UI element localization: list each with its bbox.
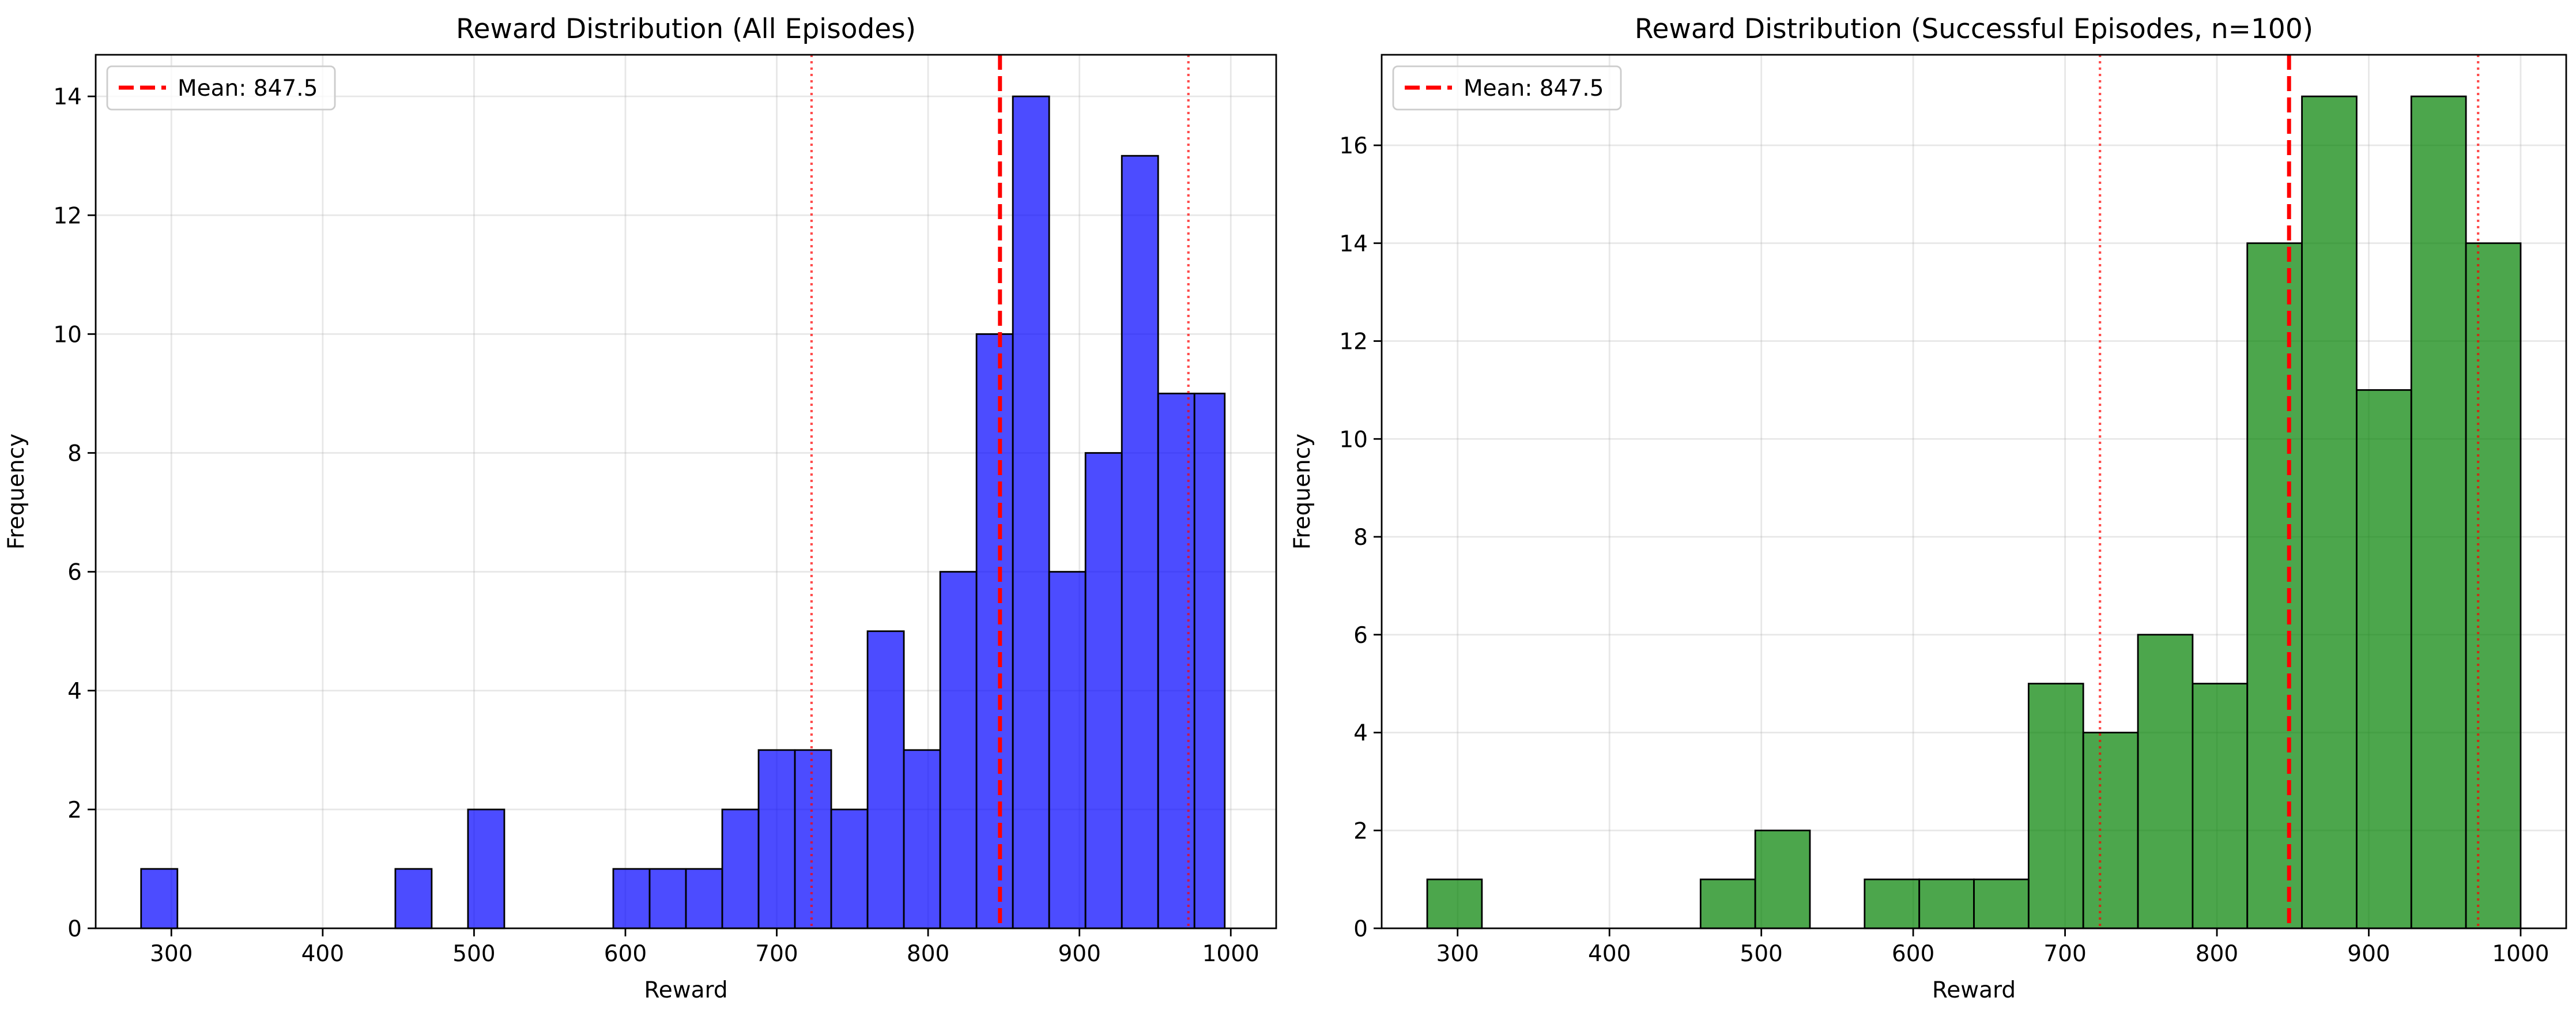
chart-panel-successful-episodes: Reward Distribution (Successful Episodes…: [1289, 13, 2567, 1003]
histogram-bar: [140, 868, 179, 929]
chart-title: Reward Distribution (All Episodes): [456, 13, 916, 45]
histogram-bar: [467, 808, 506, 929]
y-tick-label: 0: [67, 916, 82, 942]
chart-panel-all-episodes: Reward Distribution (All Episodes) Rewar…: [3, 13, 1277, 1003]
histogram-bar: [939, 571, 978, 929]
histogram-bar: [866, 630, 905, 929]
histogram-bar: [648, 868, 687, 929]
x-tick-label: 800: [907, 941, 949, 967]
y-tick-label: 2: [1353, 818, 1368, 844]
bars: [140, 95, 1226, 929]
plot-frame: [1381, 54, 2567, 929]
x-tick-label: 700: [755, 941, 798, 967]
histogram-bar: [975, 333, 1014, 929]
y-tick-label: 12: [53, 203, 82, 229]
x-tick-label: 400: [301, 941, 344, 967]
y-tick-label: 12: [1339, 329, 1368, 355]
histogram-bar: [794, 749, 832, 929]
y-tick-label: 14: [1339, 231, 1368, 257]
histogram-bar: [2082, 732, 2139, 929]
histogram-bar: [2027, 683, 2084, 929]
histogram-bar: [2356, 389, 2412, 929]
y-tick-label: 0: [1353, 916, 1368, 942]
histogram-bar: [2465, 242, 2522, 929]
histogram-bar: [2410, 95, 2467, 929]
x-tick-label: 600: [604, 941, 647, 967]
bars: [1426, 95, 2522, 929]
histogram-bar: [1084, 452, 1123, 929]
x-tick-label: 700: [2043, 941, 2086, 967]
histogram-bar: [1121, 155, 1159, 929]
histogram-bar: [830, 808, 869, 929]
histogram-bar: [1918, 878, 1975, 929]
histogram-bar: [2192, 683, 2249, 929]
x-axis-label: Reward: [644, 977, 727, 1003]
y-tick-label: 10: [53, 322, 82, 348]
grid: [96, 55, 1276, 929]
histogram-bar: [685, 868, 723, 929]
legend-box: [1392, 65, 1622, 111]
x-tick-label: 500: [1740, 941, 1782, 967]
y-tick-label: 6: [67, 560, 82, 586]
histogram-bar: [1012, 95, 1050, 929]
histogram-bar: [2137, 634, 2194, 929]
legend-box: [106, 65, 336, 111]
histogram-bar: [612, 868, 651, 929]
legend: Mean: 847.5: [106, 65, 336, 111]
x-tick-label: 900: [1058, 941, 1100, 967]
histogram-bar: [903, 749, 941, 929]
x-tick-label: 800: [2196, 941, 2238, 967]
y-tick-label: 14: [53, 84, 82, 110]
histogram-bar: [1193, 393, 1226, 929]
y-tick-label: 10: [1339, 427, 1368, 453]
y-tick-label: 4: [1353, 721, 1368, 747]
histogram-bar: [1973, 878, 2030, 929]
histogram-bar: [1426, 878, 1483, 929]
x-tick-label: 900: [2347, 941, 2390, 967]
histogram-bar: [721, 808, 760, 929]
y-tick-label: 8: [1353, 525, 1368, 551]
histogram-bar: [757, 749, 796, 929]
plot-frame: [95, 54, 1277, 929]
histogram-bar: [1754, 829, 1811, 929]
histogram-bar: [1048, 571, 1087, 929]
y-axis-label: Frequency: [3, 434, 29, 549]
x-tick-label: 400: [1588, 941, 1631, 967]
histogram-bar: [394, 868, 433, 929]
y-tick-label: 4: [67, 679, 82, 705]
x-tick-label: 1000: [1202, 941, 1259, 967]
histogram-bar: [1864, 878, 1921, 929]
y-tick-label: 16: [1339, 133, 1368, 159]
histogram-bar: [1699, 878, 1756, 929]
x-tick-label: 500: [452, 941, 495, 967]
legend: Mean: 847.5: [1392, 65, 1622, 111]
x-tick-label: 300: [1436, 941, 1479, 967]
legend-label: Mean: 847.5: [178, 76, 318, 101]
x-tick-label: 600: [1892, 941, 1934, 967]
y-tick-label: 8: [67, 441, 82, 467]
legend-label: Mean: 847.5: [1464, 76, 1604, 101]
x-tick-label: 300: [150, 941, 193, 967]
chart-title: Reward Distribution (Successful Episodes…: [1635, 13, 2313, 45]
x-axis-label: Reward: [1932, 977, 2016, 1003]
y-tick-label: 6: [1353, 623, 1368, 649]
x-tick-label: 1000: [2492, 941, 2549, 967]
histogram-bar: [2246, 242, 2303, 929]
y-tick-label: 2: [67, 797, 82, 823]
histogram-bar: [2301, 95, 2358, 929]
y-axis-label: Frequency: [1289, 434, 1315, 549]
